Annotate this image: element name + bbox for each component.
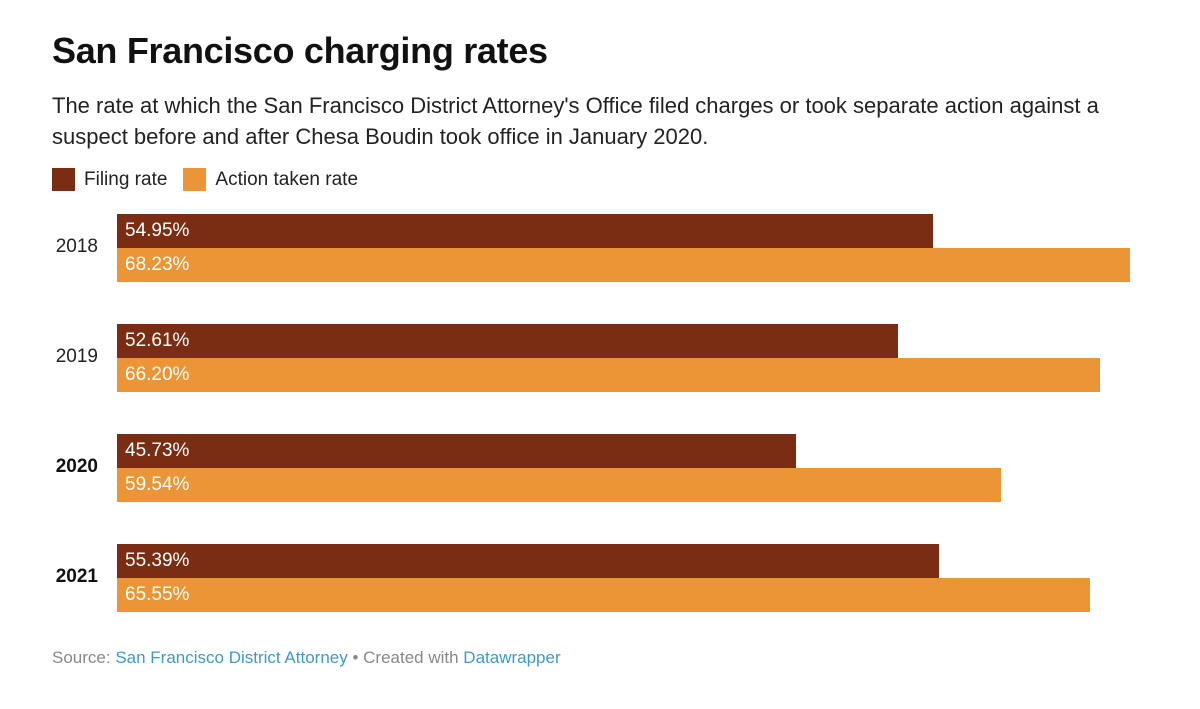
data-label: 52.61% [125,330,190,351]
category-label: 2021 [55,566,98,587]
chart-subtitle: The rate at which the San Francisco Dist… [52,93,1099,149]
data-label: 54.95% [125,220,190,241]
data-label: 55.39% [125,550,190,571]
data-label: 45.73% [125,440,190,461]
data-label: 59.54% [125,474,190,495]
bar-filing-rate: 55.39% [117,544,940,578]
legend-label-filing: Filing rate [84,168,168,190]
bar-action-taken-rate: 68.23% [117,248,1130,282]
bar-action-taken-rate: 66.20% [117,358,1100,392]
data-label: 68.23% [125,254,190,275]
bar-action-taken-rate: 59.54% [117,468,1001,502]
legend-label-action: Action taken rate [215,168,359,190]
legend: Filing rate Action taken rate [52,168,374,191]
bar-filing-rate: 54.95% [117,214,933,248]
data-label: 66.20% [125,364,190,385]
source-link[interactable]: San Francisco District Attorney [115,648,348,667]
footer-separator: • Created with [347,648,464,667]
category-label: 2018 [55,236,98,257]
legend-swatch-action [183,168,207,191]
data-label: 65.55% [125,584,190,605]
category-label: 2020 [55,456,98,477]
chart-title: San Francisco charging rates [52,30,548,71]
source-label: Source: [52,648,116,667]
bar-filing-rate: 45.73% [117,434,796,468]
datawrapper-link[interactable]: Datawrapper [463,648,561,667]
bar-filing-rate: 52.61% [117,324,899,358]
category-label: 2019 [55,346,98,367]
legend-swatch-filing [52,168,75,191]
bar-action-taken-rate: 65.55% [117,578,1091,612]
footer: Source: San Francisco District Attorney … [52,648,561,668]
